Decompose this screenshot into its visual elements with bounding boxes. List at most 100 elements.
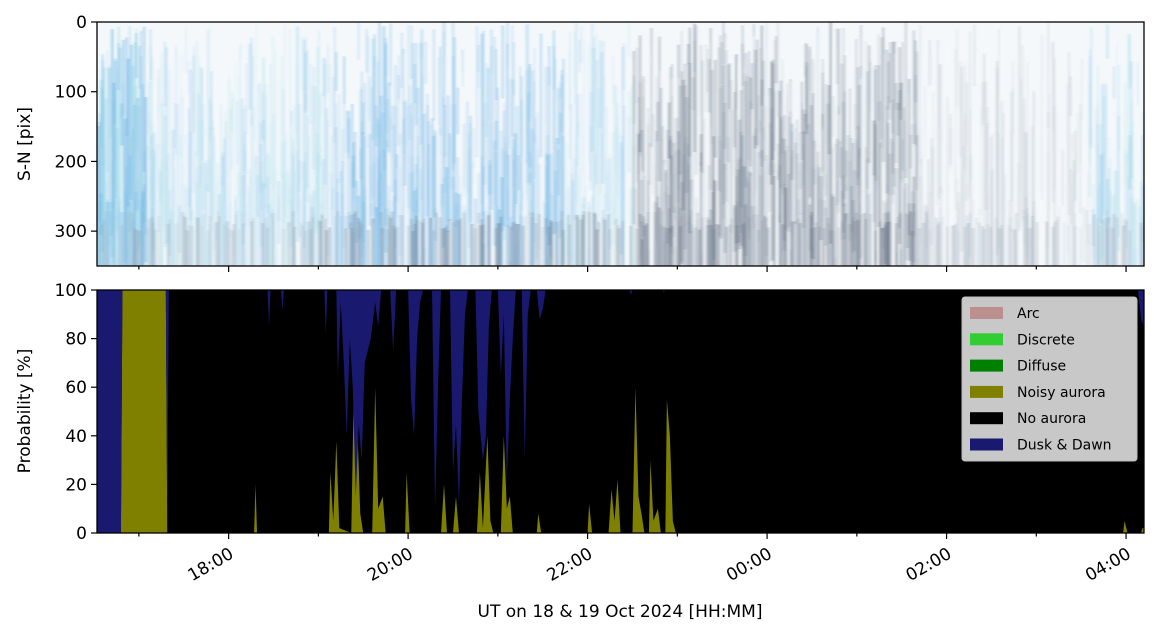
keogram-streak <box>236 131 238 266</box>
keogram-streak <box>223 138 226 266</box>
keogram-streak <box>412 171 414 266</box>
keogram-streak <box>153 222 155 266</box>
keogram-streak <box>295 27 298 134</box>
keogram-streak <box>103 156 106 266</box>
keogram-streak <box>785 150 787 266</box>
keogram-streak <box>581 214 584 266</box>
keogram-streak <box>705 24 707 201</box>
keogram-streak <box>261 144 264 266</box>
keogram-streak <box>114 58 117 178</box>
keogram-streak <box>999 228 1002 266</box>
keogram-streak <box>381 228 384 266</box>
keogram-streak <box>1106 228 1109 266</box>
keogram-streak <box>559 219 562 266</box>
keogram-streak <box>585 169 587 266</box>
keogram-streak <box>1068 52 1070 215</box>
keogram-streak <box>388 214 390 266</box>
keogram-streak <box>986 31 989 108</box>
keogram-streak <box>361 224 363 266</box>
keogram-streak <box>989 226 992 266</box>
keogram-streak <box>709 143 712 266</box>
keogram-streak <box>713 228 715 266</box>
keogram-streak <box>149 45 152 201</box>
keogram-streak <box>445 225 448 266</box>
keogram-streak <box>439 217 442 266</box>
keogram-streak <box>511 78 514 231</box>
keogram-streak <box>199 66 202 189</box>
keogram-streak <box>959 58 962 187</box>
keogram-streak <box>970 179 973 266</box>
keogram-streak <box>700 171 702 266</box>
keogram-streak <box>383 26 386 171</box>
keogram-streak <box>1122 40 1125 217</box>
keogram-streak <box>937 39 939 206</box>
keogram-streak <box>226 40 229 249</box>
keogram-streak <box>889 53 891 104</box>
keogram-streak <box>665 227 667 266</box>
keogram-streak <box>501 176 504 232</box>
keogram-streak <box>844 91 846 266</box>
keogram-streak <box>140 55 142 237</box>
keogram-streak <box>492 116 494 208</box>
keogram-streak <box>1089 49 1091 165</box>
keogram-streak <box>906 93 909 266</box>
keogram-streak <box>933 130 936 266</box>
keogram-streak <box>460 217 462 266</box>
keogram-streak <box>425 41 427 84</box>
keogram-streak <box>983 229 986 266</box>
keogram-streak <box>1127 180 1130 266</box>
keogram-streak <box>861 67 864 234</box>
keogram-streak <box>745 53 747 188</box>
keogram-streak <box>695 227 698 266</box>
keogram-streak <box>185 217 187 266</box>
keogram-streak <box>394 228 397 266</box>
keogram-streak <box>1031 93 1034 205</box>
keogram-streak <box>498 223 501 266</box>
keogram-streak <box>759 132 762 266</box>
keogram-streak <box>921 158 923 266</box>
keogram-streak <box>583 39 586 209</box>
keogram-streak <box>1004 36 1006 128</box>
keogram-streak <box>909 134 912 169</box>
keogram-streak <box>655 131 658 266</box>
keogram-streak <box>775 176 778 266</box>
keogram-streak <box>1101 153 1104 266</box>
keogram-streak <box>954 22 957 166</box>
keogram-streak <box>178 64 181 220</box>
keogram-streak <box>148 111 150 162</box>
keogram-streak <box>385 42 387 227</box>
keogram-streak <box>825 216 827 266</box>
keogram-streak <box>986 122 989 266</box>
keogram-streak <box>281 142 283 266</box>
keogram-streak <box>207 230 210 266</box>
keogram-streak <box>309 63 312 124</box>
keogram-streak <box>513 42 515 96</box>
keogram-streak <box>490 195 493 265</box>
keogram-streak <box>1058 58 1061 147</box>
keogram-streak <box>1098 44 1101 231</box>
keogram-streak <box>743 67 746 166</box>
keogram-streak <box>210 129 213 266</box>
keogram-streak <box>997 28 1000 249</box>
keogram-streak <box>933 115 936 172</box>
keogram-streak <box>815 85 818 130</box>
keogram-streak <box>297 26 299 242</box>
keogram-streak <box>967 34 970 145</box>
keogram-streak <box>1135 195 1138 249</box>
keogram-streak <box>1069 185 1072 266</box>
keogram-streak <box>698 191 701 266</box>
keogram-streak <box>345 154 347 219</box>
keogram-streak <box>517 155 520 190</box>
keogram-streak <box>319 220 322 266</box>
keogram-streak <box>466 194 469 266</box>
keogram-streak <box>1093 35 1096 166</box>
keogram-streak <box>191 141 194 242</box>
keogram-streak <box>196 217 198 266</box>
keogram-streak <box>537 111 539 266</box>
keogram-streak <box>373 156 376 266</box>
keogram-streak <box>817 151 819 266</box>
keogram-streak <box>308 221 310 266</box>
keogram-streak <box>965 215 968 266</box>
keogram-streak <box>924 219 926 266</box>
keogram-streak <box>261 223 264 266</box>
